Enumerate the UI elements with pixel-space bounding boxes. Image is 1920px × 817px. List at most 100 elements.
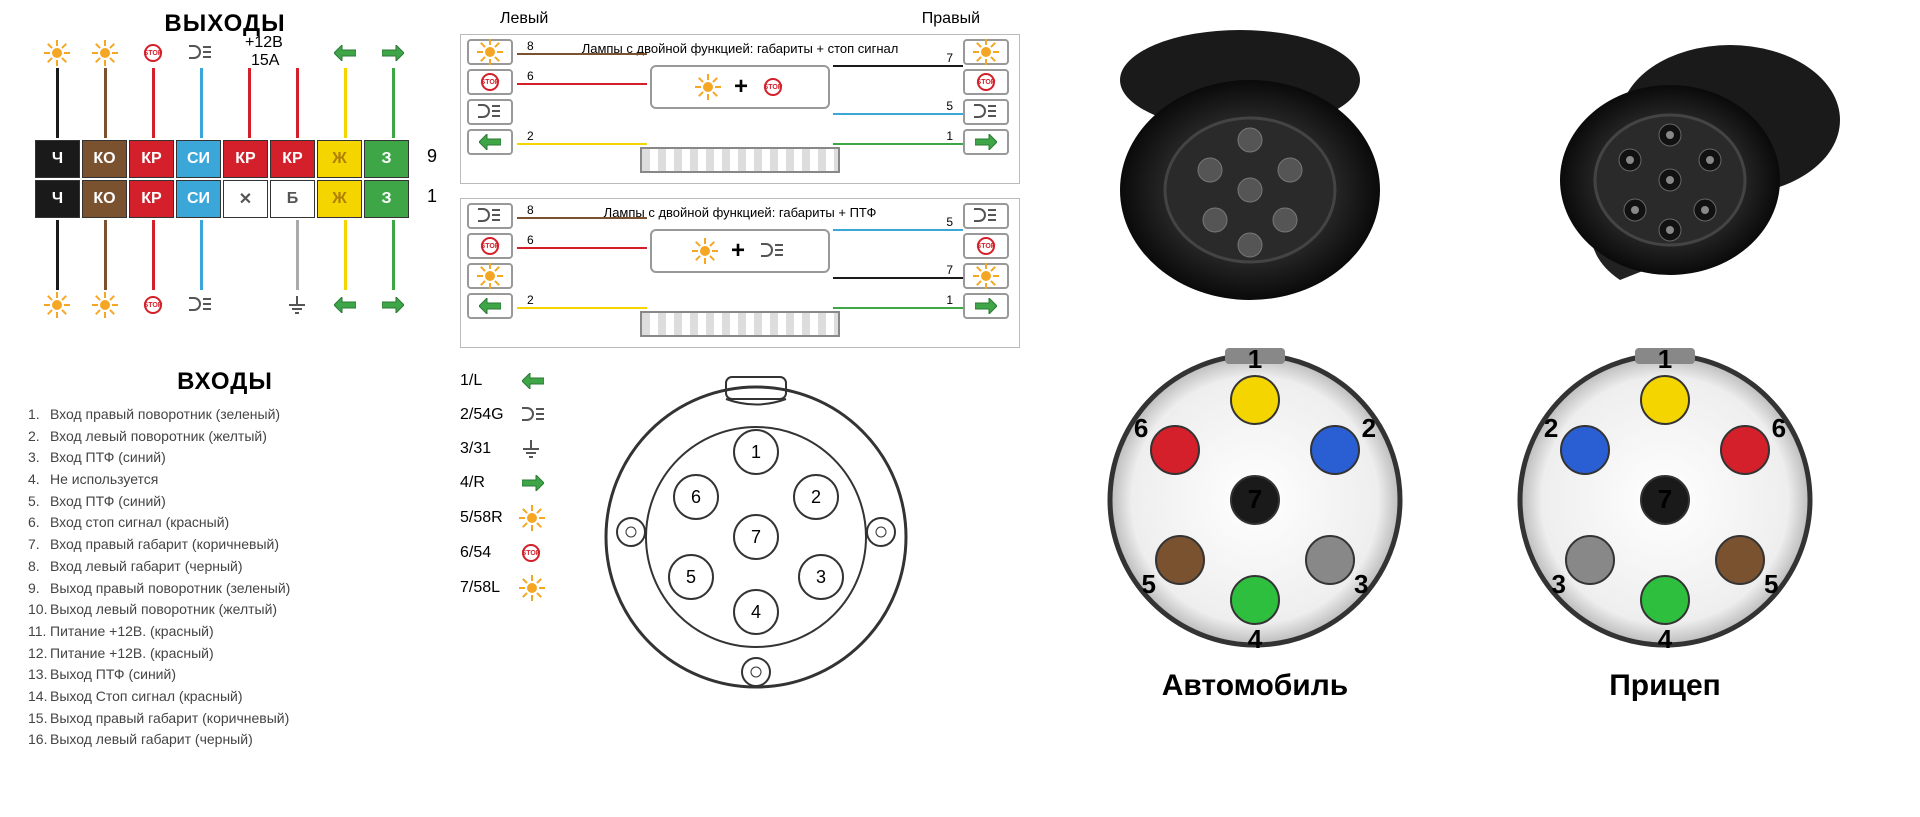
wire [227,68,271,138]
terminal-row-top: 9 ЧКОКРСИКРКРЖЗ [35,140,415,178]
inputs-title: ВХОДЫ [20,368,430,396]
fog-icon [189,45,213,61]
stop-icon: STOP [522,544,540,562]
sun-icon [95,295,115,315]
svg-text:3: 3 [816,567,826,587]
terminal-row-bot: 1 ЧКОКРСИ✕БЖЗ [35,180,415,218]
wire [323,220,367,290]
arrow-left-icon [334,297,356,313]
mid-header: Левый Правый [460,10,1020,34]
svg-text:7: 7 [1658,484,1672,514]
stop-icon: STOP [481,237,499,255]
sun-icon [522,508,542,528]
stop-icon: STOP [977,73,995,91]
icon-cell: STOP [131,38,175,68]
svg-text:4: 4 [1658,624,1673,654]
pin-row: 6/54 STOP [460,544,546,562]
plus: + [731,237,745,265]
svg-text:5: 5 [1142,569,1156,599]
pin-label: 1/L [460,372,508,390]
legend-item: 4.Не используется [28,469,430,491]
pin-legend-area: 1/L2/54G3/314/R5/58R6/54STOP7/58L 167254… [460,362,1020,702]
photo-row [1050,10,1870,330]
legend-item: 10.Выход левый поворотник (желтый) [28,599,430,621]
wire [371,68,415,138]
svg-text:4: 4 [1248,624,1263,654]
wire [227,220,271,290]
block1-left-icons: STOP [467,39,517,155]
block1-right-icons: STOP [963,39,1013,155]
wire-label: 1 [946,129,953,143]
lamp-cell [963,39,1009,65]
hdr-right: Правый [922,10,980,28]
icon-cell [227,290,271,320]
svg-text:5: 5 [1764,569,1778,599]
fog-icon [522,407,546,423]
terminal: Ж [317,180,362,218]
wire-line [517,143,647,145]
icon-cell: STOP [131,290,175,320]
svg-text:2: 2 [811,487,821,507]
sun-icon [976,266,996,286]
hdr-left: Левый [500,10,548,28]
pin-row: 2/54G [460,406,546,424]
lamp-cell [467,39,513,65]
wire-line [833,113,963,115]
svg-text:3: 3 [1552,569,1566,599]
left-panel: ВЫХОДЫ +12В 15A STOP 9 ЧКОКРСИКРКРЖЗ 1 Ч… [0,0,450,817]
pin-label: 7/58L [460,579,508,597]
legend-item: 9.Выход правый поворотник (зеленый) [28,578,430,600]
top-wires [35,68,415,138]
arrow-left-icon [334,45,356,61]
wire-line [517,53,647,55]
bot-icon-row: STOP [35,290,415,320]
lamp-cell [467,99,513,125]
legend-item: 12.Питание +12В. (красный) [28,643,430,665]
right-panel: 1627534 Автомобиль 1267354 Прицеп [1030,0,1890,817]
arrow-right-icon [382,297,404,313]
svg-text:3: 3 [1354,569,1368,599]
ground-icon [522,440,540,458]
legend-item: 2.Вход левый поворотник (желтый) [28,426,430,448]
icon-cell [371,38,415,68]
sun-icon [480,266,500,286]
lamp-cell [467,263,513,289]
plus: + [734,73,748,101]
pin-list: 1/L2/54G3/314/R5/58R6/54STOP7/58L [460,362,546,702]
icon-cell [35,290,79,320]
lamp-block-1: Лампы с двойной функцией: габариты + сто… [460,34,1020,184]
terminal: КР [270,140,315,178]
wire-label: 6 [527,69,534,83]
icon-cell [83,290,127,320]
socket-diagram: 1672543 [576,362,936,702]
terminal: Б [270,180,315,218]
svg-text:6: 6 [1134,413,1148,443]
ground-icon [288,296,306,314]
wire-line [833,307,963,309]
pin-row: 5/58R [460,508,546,528]
pin-label: 6/54 [460,544,508,562]
icon-cell [35,38,79,68]
car-pin-circle: 1627534 [1095,340,1415,660]
lamp-cell [963,203,1009,229]
wire-label: 7 [946,51,953,65]
wire [179,220,223,290]
svg-text:2: 2 [1362,413,1376,443]
terminal: КР [129,180,174,218]
stop-icon: STOP [144,44,162,62]
connector-strip-2 [640,311,840,337]
stop-icon: STOP [481,73,499,91]
fog-icon [974,104,998,120]
wire-diagram: +12В 15A STOP 9 ЧКОКРСИКРКРЖЗ 1 ЧКОКРСИ✕… [25,38,425,368]
wire-label: 5 [946,99,953,113]
legend-item: 1.Вход правый поворотник (зеленый) [28,404,430,426]
lamp-cell: STOP [963,69,1009,95]
legend-item: 15.Выход правый габарит (коричневый) [28,708,430,730]
wire-label: 6 [527,233,534,247]
lamp-cell [467,293,513,319]
icon-cell [371,290,415,320]
legend-item: 6.Вход стоп сигнал (красный) [28,512,430,534]
wire [323,68,367,138]
lamp-cell [467,203,513,229]
terminal: КО [82,180,127,218]
